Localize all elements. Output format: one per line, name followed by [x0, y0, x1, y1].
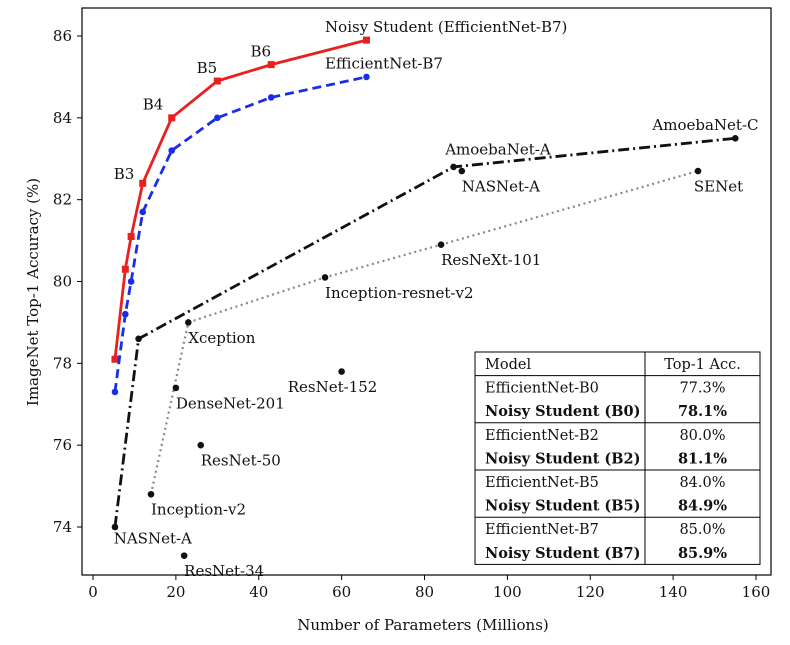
data-point [121, 265, 129, 273]
data-label: Inception-resnet-v2 [325, 284, 473, 302]
x-tick-label: 0 [88, 583, 98, 601]
y-tick-label: 76 [53, 436, 72, 454]
data-point [267, 61, 275, 69]
data-point [197, 441, 205, 449]
series-group [111, 36, 739, 559]
x-tick-label: 40 [249, 583, 268, 601]
data-point [694, 167, 702, 175]
table-cell-model: Noisy Student (B2) [485, 450, 641, 467]
data-label: Inception-v2 [151, 501, 246, 519]
table-cell-model: EfficientNet-B2 [485, 428, 599, 444]
table-cell-acc: 77.3% [679, 381, 725, 397]
data-point [458, 167, 466, 175]
data-point [338, 368, 345, 375]
data-point [214, 114, 221, 122]
data-point [267, 94, 275, 101]
table-cell-model: EfficientNet-B0 [485, 381, 599, 397]
y-tick-label: 78 [53, 354, 72, 372]
x-tick-label: 60 [332, 583, 351, 601]
data-point [450, 163, 457, 171]
data-point [139, 179, 147, 187]
data-point [213, 77, 221, 85]
x-tick-label: 80 [415, 583, 434, 601]
data-label: EfficientNet-B7 [325, 55, 443, 73]
y-tick-label: 86 [53, 27, 72, 45]
data-label: ResNet-50 [201, 452, 281, 470]
data-point [180, 552, 188, 559]
data-point [731, 134, 739, 142]
data-label: ResNet-34 [184, 562, 264, 580]
data-point [122, 310, 129, 318]
data-label: SENet [694, 177, 743, 195]
data-point [185, 319, 192, 326]
data-point [135, 335, 142, 343]
data-label: AmoebaNet-C [651, 116, 758, 134]
table-cell-acc: 85.0% [679, 522, 725, 538]
data-label: B3 [114, 165, 135, 183]
y-tick-label: 74 [53, 518, 72, 536]
table-header-acc: Top-1 Acc. [664, 357, 741, 373]
data-label: DenseNet-201 [176, 394, 285, 412]
data-label: Xception [188, 329, 255, 347]
axis-ticks: 0 20 40 60 80 100 120 140 160 74 76 78 80 82 84 86 [53, 27, 770, 601]
table-cell-model: Noisy Student (B0) [485, 403, 641, 420]
data-point [363, 73, 370, 81]
data-point [111, 355, 119, 363]
annotations-group: Noisy Student (EfficientNet-B7) Efficient… [114, 18, 759, 580]
table-cell-model: EfficientNet-B5 [485, 475, 599, 491]
data-point [437, 241, 445, 248]
table-cell-model: Noisy Student (B5) [485, 498, 641, 515]
series-line-1 [113, 75, 367, 393]
data-label: Noisy Student (EfficientNet-B7) [325, 18, 567, 36]
data-point [321, 274, 329, 281]
data-point [168, 147, 176, 154]
table-cell-model: Noisy Student (B7) [485, 545, 641, 562]
data-label: ResNet-152 [288, 378, 378, 396]
data-label: AmoebaNet-A [444, 141, 551, 159]
data-label: ResNeXt-101 [441, 251, 541, 269]
data-point [127, 278, 135, 285]
data-label: B5 [197, 59, 218, 77]
data-label: B4 [143, 96, 164, 114]
table-cell-acc: 81.1% [678, 450, 727, 467]
data-point [362, 36, 370, 44]
data-point [111, 388, 119, 396]
table-cell-model: EfficientNet-B7 [485, 522, 599, 538]
data-point [172, 384, 180, 392]
table-cell-acc: 78.1% [678, 403, 727, 420]
series-line-2 [113, 136, 736, 528]
data-point [168, 114, 176, 122]
table-header-model: Model [485, 357, 531, 373]
y-tick-label: 84 [53, 109, 72, 127]
data-point [147, 490, 155, 498]
results-table: Model Top-1 Acc. EfficientNet-B0 77.3% Noisy… [474, 351, 761, 565]
table-cell-acc: 84.9% [678, 498, 727, 515]
series-line-0 [113, 38, 367, 360]
y-tick-label: 82 [53, 191, 72, 209]
data-point [127, 232, 135, 240]
table-cell-acc: 80.0% [679, 428, 725, 444]
table-cell-acc: 85.9% [678, 545, 727, 562]
data-label: NASNet-A [462, 177, 540, 195]
x-axis-title: Number of Parameters (Millions) [297, 616, 549, 634]
data-point [111, 523, 119, 531]
x-tick-label: 120 [576, 583, 605, 601]
table-cell-acc: 84.0% [679, 475, 725, 491]
table-frame [474, 351, 761, 565]
x-tick-label: 140 [659, 583, 688, 601]
y-axis-title: ImageNet Top-1 Accuracy (%) [24, 178, 42, 406]
x-tick-label: 100 [493, 583, 522, 601]
data-label: NASNet-A [114, 529, 192, 547]
data-point [139, 208, 147, 216]
x-tick-label: 20 [166, 583, 185, 601]
data-label: B6 [250, 42, 271, 60]
plot-frame [81, 7, 772, 576]
x-tick-label: 160 [742, 583, 771, 601]
y-tick-label: 80 [53, 273, 72, 291]
